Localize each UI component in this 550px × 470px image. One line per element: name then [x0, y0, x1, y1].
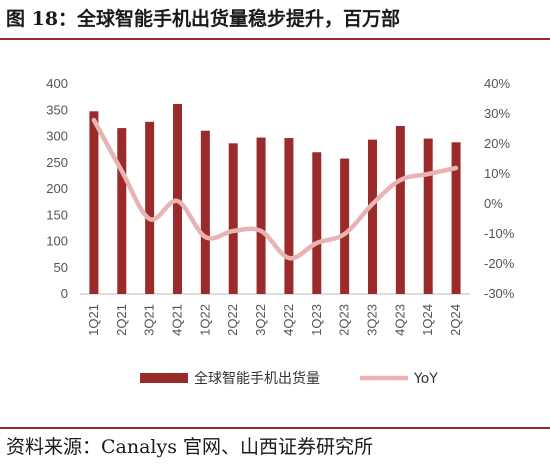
- x-tick-label: 2Q24: [448, 304, 463, 336]
- x-tick-label: 3Q21: [142, 304, 157, 336]
- right-tick-label: 10%: [484, 166, 510, 181]
- left-tick-label: 100: [46, 234, 68, 249]
- right-tick-label: -20%: [484, 256, 515, 271]
- bar: [284, 138, 294, 294]
- left-tick-label: 0: [61, 286, 68, 301]
- legend-swatch-bar: [140, 373, 188, 383]
- bottom-divider: [0, 427, 550, 429]
- right-tick-label: 0%: [484, 196, 503, 211]
- bar: [423, 138, 433, 294]
- source-note: 资料来源：Canalys 官网、山西证券研究所: [6, 436, 374, 458]
- x-tick-label: 2Q21: [114, 304, 129, 336]
- legend-label-line: YoY: [413, 371, 438, 387]
- bar: [228, 143, 238, 294]
- right-tick-label: -10%: [484, 226, 515, 241]
- bar: [89, 111, 99, 294]
- bar: [340, 158, 350, 294]
- x-tick-label: 4Q23: [392, 304, 407, 336]
- left-tick-label: 350: [46, 102, 68, 117]
- x-tick-label: 1Q23: [309, 304, 324, 336]
- x-tick-label: 2Q22: [225, 304, 240, 336]
- bar: [256, 137, 266, 294]
- right-tick-label: -30%: [484, 286, 515, 301]
- bar: [117, 128, 127, 294]
- bar: [368, 139, 377, 294]
- x-tick-label: 4Q22: [281, 304, 296, 336]
- left-tick-label: 400: [46, 76, 68, 91]
- left-tick-label: 300: [46, 129, 68, 144]
- top-divider: [0, 38, 550, 40]
- x-tick-label: 1Q22: [197, 304, 212, 336]
- chart: 0 50 100 150 200 250 300 350 400 -30% -20% -10% 0% 10…: [46, 76, 515, 387]
- x-tick-label: 3Q23: [365, 304, 380, 336]
- bar: [312, 152, 322, 294]
- left-tick-label: 150: [46, 207, 68, 222]
- x-tick-label: 1Q21: [86, 304, 101, 336]
- series-line-yoy: [91, 117, 459, 261]
- right-tick-label: 20%: [484, 136, 510, 151]
- left-tick-label: 200: [46, 181, 68, 196]
- bar: [200, 130, 210, 294]
- x-tick-label: 2Q23: [337, 304, 352, 336]
- x-tick-label: 4Q21: [170, 304, 185, 336]
- right-tick-label: 40%: [484, 76, 510, 91]
- bar: [451, 142, 461, 294]
- left-tick-label: 50: [54, 260, 68, 275]
- bar: [145, 121, 155, 294]
- x-tick-label: 3Q22: [253, 304, 268, 336]
- figure-title: 图 18：全球智能手机出货量稳步提升，百万部: [6, 8, 401, 30]
- legend-label-bar: 全球智能手机出货量: [194, 370, 320, 387]
- left-tick-label: 250: [46, 155, 68, 170]
- x-tick-label: 1Q24: [420, 304, 435, 336]
- right-tick-label: 30%: [484, 106, 510, 121]
- bar: [395, 126, 405, 294]
